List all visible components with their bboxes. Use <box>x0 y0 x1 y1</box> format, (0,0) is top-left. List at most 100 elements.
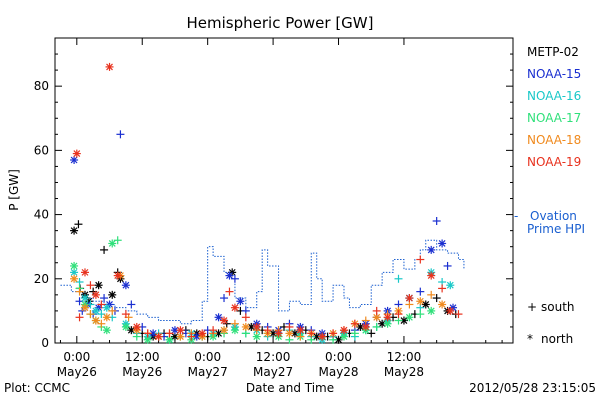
plot-timestamp: 2012/05/28 23:15:05 <box>469 381 596 395</box>
marker-stroke <box>269 329 277 337</box>
plot-frame <box>54 37 514 344</box>
marker-stroke <box>438 301 446 308</box>
south-point <box>230 319 239 328</box>
north-point <box>241 322 250 331</box>
south-point <box>97 319 106 328</box>
north-point <box>427 271 436 280</box>
marker-stroke <box>253 333 261 341</box>
x-tick-time-label: 12:00 <box>387 350 422 364</box>
marker-stroke <box>215 329 222 337</box>
legend-entry-noaa-16: NOAA-16 <box>527 89 581 103</box>
marker-stroke <box>106 63 113 71</box>
north-point <box>108 239 117 248</box>
marker-stroke <box>70 156 78 164</box>
x-tick-time-label: 12:00 <box>256 350 291 364</box>
marker-stroke <box>127 326 135 334</box>
south-point <box>187 332 196 341</box>
south-point <box>432 294 441 303</box>
north-point <box>80 268 89 277</box>
south-point <box>108 306 117 315</box>
south-point <box>143 329 152 338</box>
south-point <box>427 290 436 299</box>
marker-stroke <box>81 294 89 302</box>
marker-stroke <box>144 336 152 344</box>
north-point <box>427 245 436 254</box>
south-point <box>350 329 359 338</box>
marker-stroke <box>384 313 392 321</box>
north-point <box>91 306 100 315</box>
y-tick-label: 0 <box>41 336 49 350</box>
marker-stroke <box>171 333 179 341</box>
marker-stroke <box>313 333 321 341</box>
marker-stroke <box>340 326 348 334</box>
marker-stroke <box>108 291 116 299</box>
north-point <box>102 313 111 322</box>
model-name-line-1: Ovation <box>530 209 577 223</box>
north-point <box>132 322 141 331</box>
south-point <box>127 300 136 309</box>
south-point <box>86 310 95 319</box>
north-point <box>80 303 89 312</box>
north-point <box>405 294 414 303</box>
south-point <box>75 287 84 296</box>
south-point <box>121 310 130 319</box>
marker-stroke <box>193 333 201 341</box>
north-point <box>121 281 130 290</box>
legend-entry-noaa-15: NOAA-15 <box>527 67 581 81</box>
marker-stroke <box>427 272 435 280</box>
marker-stroke <box>95 281 103 289</box>
marker-stroke <box>103 313 111 321</box>
marker-stroke <box>220 326 228 334</box>
north-point <box>274 329 283 338</box>
series-noaa-19 <box>72 62 463 341</box>
north-point <box>438 300 447 309</box>
north-point <box>446 306 455 315</box>
north-point <box>339 326 348 335</box>
legend-entry-noaa-17: NOAA-17 <box>527 111 581 125</box>
y-tick-label: 40 <box>34 208 49 222</box>
north-point <box>220 316 229 325</box>
marker-stroke <box>92 291 100 299</box>
marker-stroke <box>335 336 342 344</box>
marker-stroke <box>362 323 370 331</box>
model-legend-label: Ovation Prime HPI <box>527 209 585 236</box>
plot-title: Hemispheric Power [GW] <box>187 14 374 32</box>
marker-stroke <box>73 150 81 158</box>
north-point <box>198 329 207 338</box>
y-tick-label: 20 <box>34 272 49 286</box>
x-tick-time-label: 12:00 <box>125 350 160 364</box>
x-tick-time-label: 0:00 <box>194 350 221 364</box>
north-point <box>225 271 234 280</box>
south-point <box>75 313 84 322</box>
south-point <box>454 310 463 319</box>
marker-stroke <box>231 326 239 334</box>
north-point <box>361 322 370 331</box>
x-tick-date-label: May26 <box>122 365 162 379</box>
north-point <box>70 261 79 270</box>
north-point <box>296 326 305 335</box>
marker-stroke <box>176 333 184 341</box>
marker-stroke <box>70 262 78 270</box>
marker-stroke <box>318 333 326 341</box>
south-point <box>372 306 381 315</box>
north-point <box>318 332 327 341</box>
marker-stroke <box>438 240 446 247</box>
legend-entry-metp-02: METP-02 <box>527 45 579 59</box>
marker-stroke <box>122 281 130 289</box>
south-point <box>165 329 174 338</box>
marker-legend-north-label: north <box>541 332 573 346</box>
south-point <box>329 329 338 338</box>
marker-stroke <box>253 323 261 331</box>
south-point <box>113 236 122 245</box>
marker-stroke <box>220 317 228 324</box>
marker-stroke <box>356 323 364 331</box>
marker-stroke <box>103 326 111 334</box>
south-point <box>394 310 403 319</box>
model-legend: - Ovation Prime HPI <box>514 209 585 236</box>
marker-stroke <box>446 281 454 289</box>
north-point <box>91 316 100 325</box>
south-point <box>209 326 218 335</box>
model-series <box>60 239 465 325</box>
south-point <box>225 287 234 296</box>
y-tick-label: 60 <box>34 143 49 157</box>
